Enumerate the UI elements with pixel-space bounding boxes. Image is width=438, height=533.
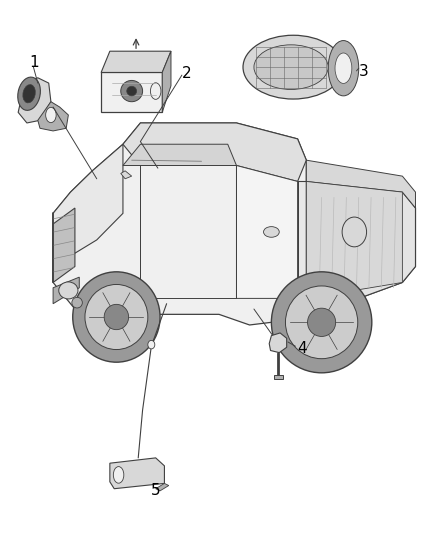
Ellipse shape xyxy=(286,286,358,359)
Polygon shape xyxy=(121,171,132,179)
Polygon shape xyxy=(141,165,237,298)
Ellipse shape xyxy=(335,53,352,83)
Polygon shape xyxy=(297,181,306,298)
Polygon shape xyxy=(53,123,416,325)
Polygon shape xyxy=(53,144,123,282)
Ellipse shape xyxy=(148,341,155,349)
Polygon shape xyxy=(306,160,416,208)
Polygon shape xyxy=(53,208,75,282)
Ellipse shape xyxy=(46,107,56,123)
Polygon shape xyxy=(101,51,171,72)
Polygon shape xyxy=(274,375,283,379)
Polygon shape xyxy=(123,144,237,165)
Ellipse shape xyxy=(18,77,40,110)
Ellipse shape xyxy=(85,285,148,350)
Ellipse shape xyxy=(121,80,143,102)
Ellipse shape xyxy=(59,282,78,299)
Ellipse shape xyxy=(307,308,336,336)
Text: 5: 5 xyxy=(151,483,161,498)
Polygon shape xyxy=(162,51,171,112)
Ellipse shape xyxy=(127,86,137,96)
Polygon shape xyxy=(18,78,51,123)
Polygon shape xyxy=(123,123,306,181)
Text: 1: 1 xyxy=(29,55,39,70)
Polygon shape xyxy=(155,483,169,491)
Ellipse shape xyxy=(264,227,279,237)
Ellipse shape xyxy=(272,272,372,373)
Ellipse shape xyxy=(104,304,129,329)
Text: 2: 2 xyxy=(182,66,191,81)
Text: 4: 4 xyxy=(297,341,307,356)
Ellipse shape xyxy=(328,41,359,96)
Polygon shape xyxy=(306,181,416,298)
Polygon shape xyxy=(269,333,287,353)
Polygon shape xyxy=(53,277,79,304)
Polygon shape xyxy=(237,165,297,298)
Polygon shape xyxy=(38,102,68,131)
Ellipse shape xyxy=(342,217,367,247)
Ellipse shape xyxy=(254,45,328,90)
Polygon shape xyxy=(306,181,403,298)
Ellipse shape xyxy=(113,466,124,483)
Ellipse shape xyxy=(73,272,160,362)
Ellipse shape xyxy=(150,83,161,99)
Ellipse shape xyxy=(23,85,35,103)
Ellipse shape xyxy=(72,297,82,308)
Polygon shape xyxy=(110,458,164,489)
Text: 3: 3 xyxy=(359,64,368,79)
Ellipse shape xyxy=(243,35,343,99)
Polygon shape xyxy=(101,72,162,112)
